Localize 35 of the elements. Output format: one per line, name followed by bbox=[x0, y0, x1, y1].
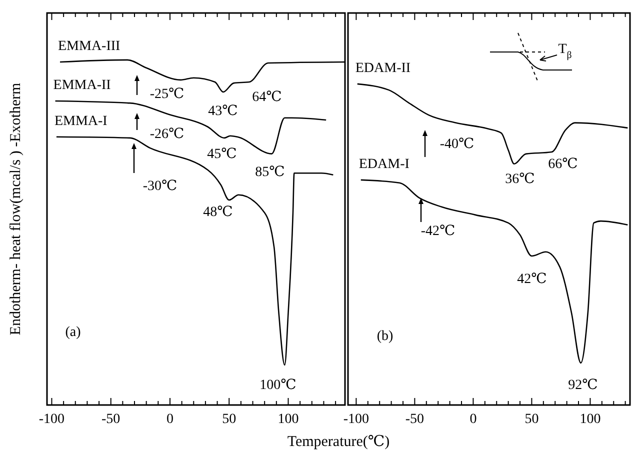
series-label: EDAM-II bbox=[355, 60, 411, 76]
x-tick-label: 50 bbox=[222, 412, 236, 427]
series-label: EDAM-I bbox=[358, 156, 410, 172]
annotation: 43℃ bbox=[208, 104, 238, 120]
annotation: 42℃ bbox=[517, 272, 547, 288]
x-axis-title: Temperature(℃) bbox=[287, 434, 390, 450]
annotation: (a) bbox=[65, 325, 82, 340]
x-tick-label: -100 bbox=[343, 412, 370, 427]
annotation: 36℃ bbox=[505, 172, 535, 188]
x-tick-label: 0 bbox=[166, 412, 174, 427]
x-tick-label: 0 bbox=[470, 412, 477, 427]
annotation: -42℃ bbox=[420, 224, 456, 240]
annotation: 64℃ bbox=[252, 90, 282, 106]
annotation: 85℃ bbox=[255, 165, 285, 180]
annotation: 92℃ bbox=[568, 378, 598, 394]
annotation: -40℃ bbox=[440, 137, 474, 152]
annotation: -30℃ bbox=[142, 179, 178, 194]
y-axis-title: Endotherm- heat flow(mcal/s ) -Exotherm bbox=[8, 82, 24, 336]
x-tick-label: 100 bbox=[580, 412, 601, 427]
annotation: -25℃ bbox=[150, 87, 184, 102]
annotation: (b) bbox=[376, 329, 394, 344]
annotation: -26℃ bbox=[150, 127, 184, 142]
x-tick-label: 50 bbox=[524, 412, 539, 427]
series-label: EMMA-III bbox=[58, 39, 121, 54]
annotation: 48℃ bbox=[203, 205, 233, 220]
annotation: 100℃ bbox=[260, 378, 296, 394]
legend-label: EMMA-I bbox=[54, 114, 108, 129]
x-tick-label: -100 bbox=[38, 412, 65, 427]
text: T$_{β}$ bbox=[558, 42, 572, 61]
legend-label: EMMA-II bbox=[53, 78, 112, 93]
x-tick-label: 100 bbox=[278, 412, 299, 427]
x-tick-label: -50 bbox=[405, 412, 424, 427]
annotation: 66℃ bbox=[548, 157, 578, 172]
annotation: 45℃ bbox=[207, 147, 237, 162]
x-tick-label: -50 bbox=[102, 412, 120, 427]
